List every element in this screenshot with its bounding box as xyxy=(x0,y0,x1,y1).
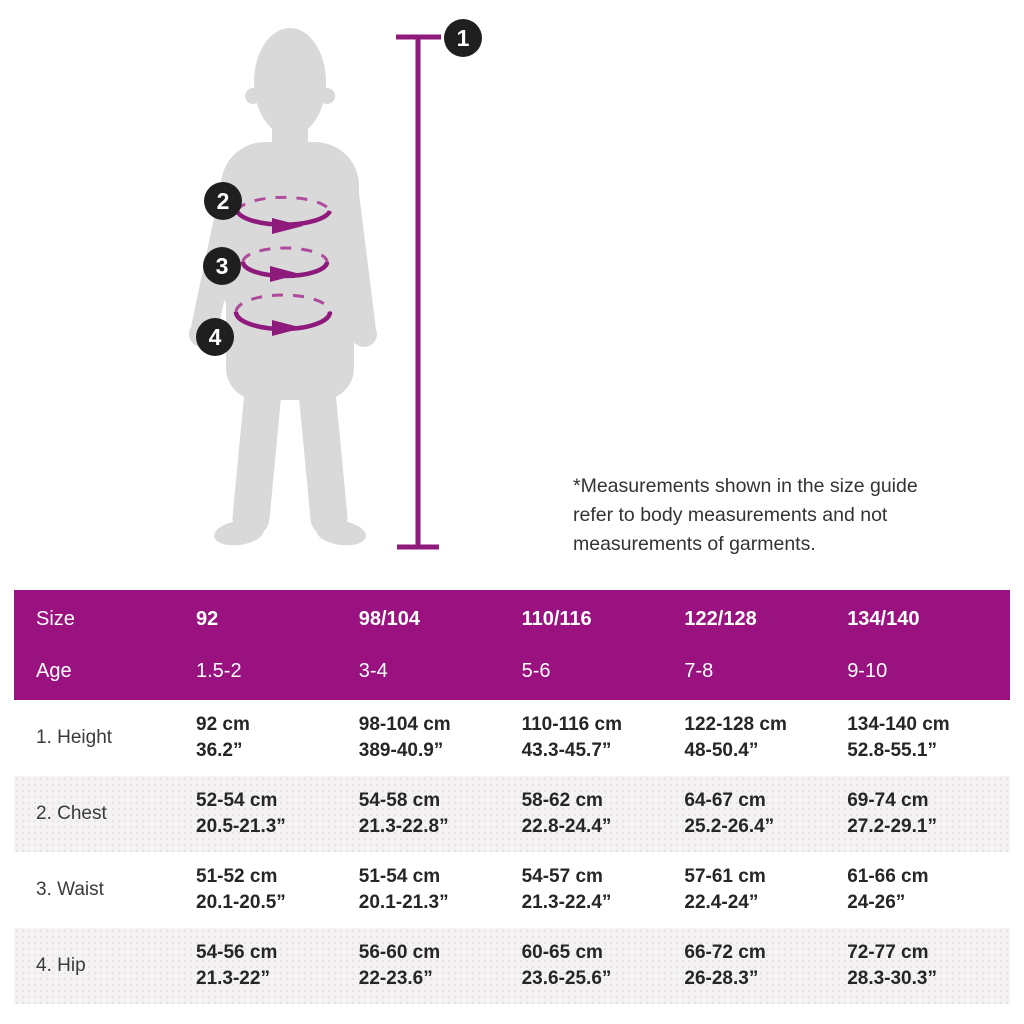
value-in: 36.2” xyxy=(196,740,243,761)
measurement-cell: 57-61 cm 22.4-24” xyxy=(684,864,847,916)
value-in: 43.3-45.7” xyxy=(521,740,612,761)
measurement-cell: 54-57 cm 21.3-22.4” xyxy=(522,864,685,916)
size-table-header: Size 92 98/104 110/116 122/128 134/140 A… xyxy=(14,590,1010,700)
measurement-cell: 64-67 cm 25.2-26.4” xyxy=(684,788,847,840)
waist-measure-ellipse xyxy=(240,246,330,282)
value-cm: 64-67 cm xyxy=(684,790,766,811)
value-cm: 54-57 cm xyxy=(521,866,603,887)
value-cm: 54-58 cm xyxy=(358,790,441,811)
hip-measure-ellipse xyxy=(233,293,333,336)
age-value: 1.5-2 xyxy=(196,659,242,682)
value-cm: 69-74 cm xyxy=(847,790,929,811)
value-in: 20.5-21.3” xyxy=(196,816,286,837)
size-value: 134/140 xyxy=(847,607,920,630)
chest-measure-ellipse xyxy=(234,195,333,234)
value-cm: 54-56 cm xyxy=(196,942,278,963)
measurement-cell: 69-74 cm 27.2-29.1” xyxy=(847,788,1010,840)
measurement-cell: 122-128 cm 48-50.4” xyxy=(684,712,847,764)
value-cm: 61-66 cm xyxy=(847,866,929,887)
value-in: 23.6-25.6” xyxy=(521,968,612,989)
child-silhouette xyxy=(189,28,377,546)
age-header-row: Age 1.5-2 3-4 5-6 7-8 9-10 xyxy=(14,652,1010,690)
value-cm: 57-61 cm xyxy=(684,866,766,887)
size-header-row: Size 92 98/104 110/116 122/128 134/140 xyxy=(14,600,1010,638)
table-row-hip: 4. Hip 54-56 cm 21.3-22” 56-60 cm 22-23.… xyxy=(14,928,1010,1004)
table-row-waist: 3. Waist 51-52 cm 20.1-20.5” 51-54 cm 20… xyxy=(14,852,1010,928)
marker-4-hip-icon: 4 xyxy=(196,318,234,356)
row-label: 3. Waist xyxy=(36,879,104,900)
measurement-cell: 54-58 cm 21.3-22.8” xyxy=(359,788,522,840)
measurement-cell: 51-54 cm 20.1-21.3” xyxy=(359,864,522,916)
measurement-cell: 66-72 cm 26-28.3” xyxy=(684,940,847,992)
value-in: 27.2-29.1” xyxy=(847,816,937,837)
marker-2-chest-icon: 2 xyxy=(204,182,242,220)
row-label: 4. Hip xyxy=(36,955,86,976)
value-in: 20.1-20.5” xyxy=(196,892,286,913)
value-cm: 66-72 cm xyxy=(684,942,766,963)
measurement-cell: 98-104 cm 389-40.9” xyxy=(359,712,522,764)
table-row-chest: 2. Chest 52-54 cm 20.5-21.3” 54-58 cm 21… xyxy=(14,776,1010,852)
value-cm: 92 cm xyxy=(196,714,250,735)
value-cm: 60-65 cm xyxy=(521,942,603,963)
value-in: 22.8-24.4” xyxy=(521,816,612,837)
marker-1-height-icon: 1 xyxy=(444,19,482,57)
measurement-cell: 134-140 cm 52.8-55.1” xyxy=(847,712,1010,764)
value-in: 28.3-30.3” xyxy=(847,968,937,989)
size-guide-table: Size 92 98/104 110/116 122/128 134/140 A… xyxy=(14,590,1010,1004)
value-in: 48-50.4” xyxy=(684,740,759,761)
age-header-label: Age xyxy=(36,659,72,682)
value-in: 25.2-26.4” xyxy=(684,816,775,837)
size-header-label: Size xyxy=(36,607,75,630)
value-cm: 58-62 cm xyxy=(521,790,603,811)
age-value: 7-8 xyxy=(684,659,714,682)
value-in: 22.4-24” xyxy=(684,892,759,913)
height-measure-line xyxy=(396,34,441,550)
value-cm: 72-77 cm xyxy=(847,942,929,963)
value-in: 21.3-22” xyxy=(196,968,270,989)
size-value: 98/104 xyxy=(358,607,420,630)
value-in: 389-40.9” xyxy=(358,740,444,761)
age-value: 5-6 xyxy=(521,659,551,682)
age-value: 9-10 xyxy=(847,659,888,682)
measurement-cell: 51-52 cm 20.1-20.5” xyxy=(196,864,359,916)
value-in: 26-28.3” xyxy=(684,968,759,989)
table-row-height: 1. Height 92 cm 36.2” 98-104 cm 389-40.9… xyxy=(14,700,1010,776)
row-label: 1. Height xyxy=(36,727,113,748)
row-label: 2. Chest xyxy=(36,803,107,824)
value-cm: 134-140 cm xyxy=(847,714,950,735)
measurement-cell: 110-116 cm 43.3-45.7” xyxy=(522,712,685,764)
size-value: 110/116 xyxy=(521,607,592,630)
measurement-cell: 92 cm 36.2” xyxy=(196,712,359,764)
value-cm: 52-54 cm xyxy=(196,790,278,811)
measurement-cell: 61-66 cm 24-26” xyxy=(847,864,1010,916)
value-cm: 98-104 cm xyxy=(358,714,451,735)
value-cm: 51-54 cm xyxy=(358,866,441,887)
measurement-cell: 58-62 cm 22.8-24.4” xyxy=(522,788,685,840)
value-cm: 110-116 cm xyxy=(521,714,622,735)
value-in: 24-26” xyxy=(847,892,906,913)
measurement-cell: 60-65 cm 23.6-25.6” xyxy=(522,940,685,992)
size-value: 92 xyxy=(196,607,219,630)
measurement-cell: 56-60 cm 22-23.6” xyxy=(359,940,522,992)
value-in: 21.3-22.4” xyxy=(521,892,612,913)
measurement-disclaimer-note: *Measurements shown in the size guide re… xyxy=(573,475,918,555)
value-cm: 56-60 cm xyxy=(358,942,441,963)
marker-3-waist-icon: 3 xyxy=(203,247,241,285)
size-value: 122/128 xyxy=(684,607,757,630)
value-in: 52.8-55.1” xyxy=(847,740,937,761)
value-in: 22-23.6” xyxy=(358,968,433,989)
measurement-cell: 72-77 cm 28.3-30.3” xyxy=(847,940,1010,992)
value-cm: 122-128 cm xyxy=(684,714,787,735)
value-cm: 51-52 cm xyxy=(196,866,278,887)
value-in: 21.3-22.8” xyxy=(358,816,449,837)
measurement-cell: 54-56 cm 21.3-22” xyxy=(196,940,359,992)
value-in: 20.1-21.3” xyxy=(358,892,449,913)
measurement-cell: 52-54 cm 20.5-21.3” xyxy=(196,788,359,840)
age-value: 3-4 xyxy=(358,659,388,682)
